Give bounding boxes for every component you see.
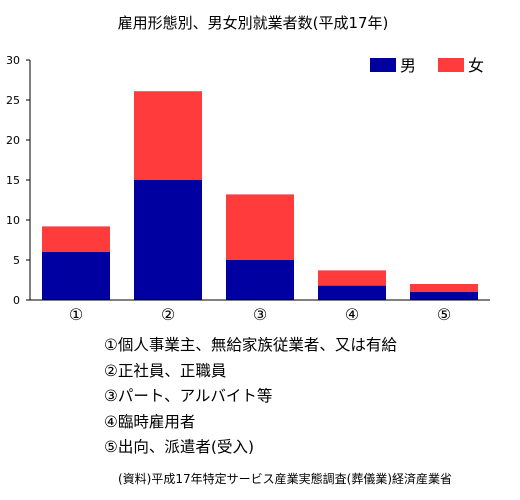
note-2: ②正社員、正職員 bbox=[104, 361, 227, 380]
x-tick-label: ③ bbox=[253, 305, 267, 324]
x-tick-label: ⑤ bbox=[437, 305, 451, 324]
bar-segment-female bbox=[134, 91, 202, 180]
chart-title: 雇用形態別、男女別就業者数(平成17年) bbox=[118, 14, 389, 32]
bar-segment-female bbox=[410, 284, 478, 292]
note-5: ⑤出向、派遣者(受入) bbox=[104, 438, 254, 456]
bar-segment-female bbox=[226, 194, 294, 260]
y-tick-label: 10 bbox=[6, 214, 20, 227]
x-axis: ① ② ③ ④ ⑤ bbox=[30, 299, 490, 324]
legend-label: 女 bbox=[468, 56, 484, 75]
bar-segment-male bbox=[134, 180, 202, 300]
category-notes: ①個人事業主、無給家族従業者、又は有給 ②正社員、正職員 ③パート、アルバイト等… bbox=[104, 333, 397, 461]
x-tick-label: ② bbox=[161, 305, 175, 324]
y-tick-label: 5 bbox=[13, 254, 20, 267]
legend-label: 男 bbox=[400, 56, 416, 75]
source-note: (資料)平成17年特定サービス産業実態調査(葬儀業)経済産業省 bbox=[118, 472, 452, 486]
bar-segment-female bbox=[318, 270, 386, 286]
legend: 男女 bbox=[370, 56, 484, 75]
bar-segment-male bbox=[410, 292, 478, 300]
y-tick-label: 20 bbox=[6, 134, 20, 147]
bar-segment-male bbox=[226, 260, 294, 300]
note-4: ④臨時雇用者 bbox=[104, 412, 196, 431]
bar-segment-female bbox=[42, 226, 110, 252]
y-tick-label: 0 bbox=[13, 294, 20, 307]
bar-segment-male bbox=[42, 252, 110, 300]
note-1: ①個人事業主、無給家族従業者、又は有給 bbox=[104, 336, 397, 354]
note-3: ③パート、アルバイト等 bbox=[104, 387, 273, 405]
legend-swatch bbox=[370, 58, 396, 72]
y-tick-label: 25 bbox=[6, 94, 20, 107]
bar-segment-male bbox=[318, 285, 386, 300]
y-tick-label: 30 bbox=[6, 54, 20, 67]
x-tick-label: ① bbox=[69, 305, 83, 324]
legend-swatch bbox=[438, 58, 464, 72]
bars bbox=[42, 91, 478, 300]
x-tick-label: ④ bbox=[345, 305, 359, 324]
y-tick-label: 15 bbox=[6, 174, 20, 187]
y-axis: 0 5 10 15 20 25 30 bbox=[6, 54, 31, 307]
